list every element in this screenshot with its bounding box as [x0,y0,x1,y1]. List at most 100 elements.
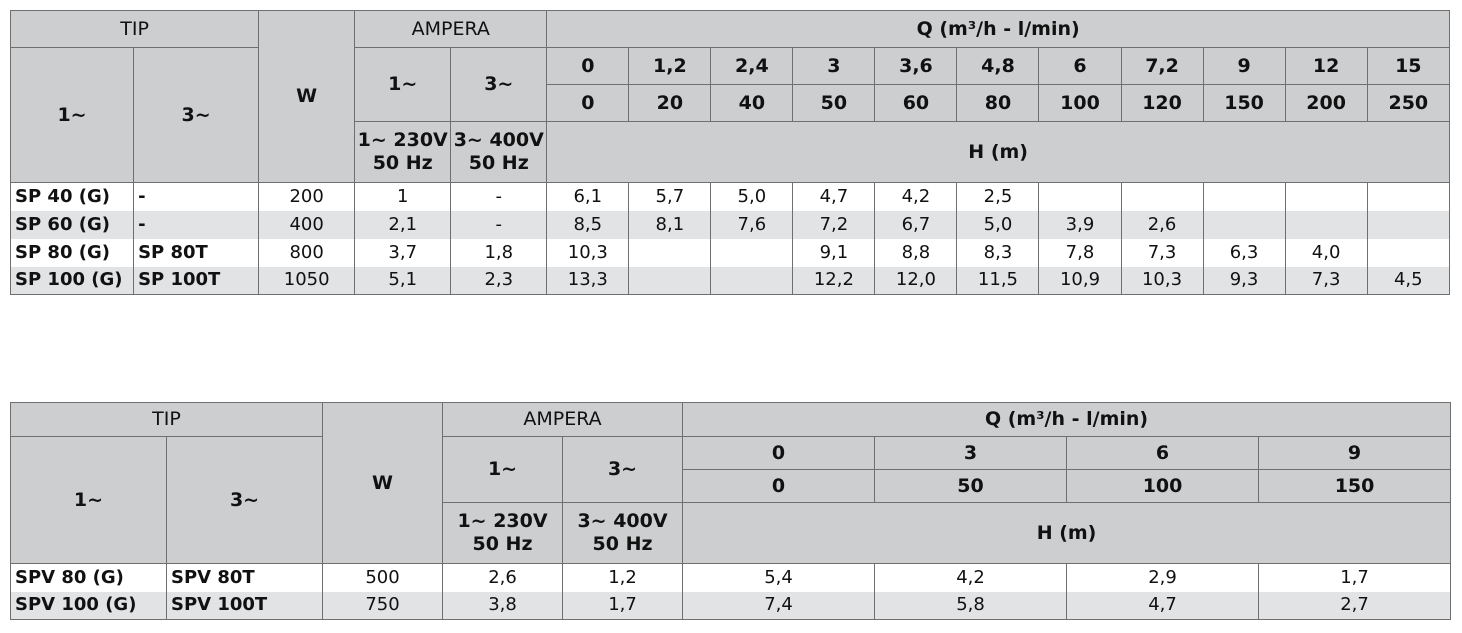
header-cell: H (m) [682,502,1452,564]
pump-table: TIP W AMPERA Q (m³/h - l/min) 1~ 3~ 1~ 3~ 0 1,2 2,… [9,10,1451,295]
value-cell: - [450,182,548,211]
header-row: 0 20 40 50 60 80 100 120 150 200 250 [11,84,1451,122]
flow-lmin: 50 [874,469,1068,503]
header-cell: 1~ 230V 50 Hz [442,502,564,564]
flow-m3h: 15 [1366,47,1451,85]
value-cell: 8,8 [874,238,958,267]
header-cell: 1~ [442,436,564,503]
header-cell: 3~ [165,436,324,564]
model-cell: SPV 80T [165,563,324,592]
value-cell [1202,210,1286,239]
value-cell: 4,7 [792,182,876,211]
flow-m3h: 4,8 [956,47,1040,85]
value-cell: 2,6 [442,563,564,592]
header-cell: 3~ [133,47,260,183]
value-cell: 10,9 [1038,266,1122,295]
header-cell: 3~ 400V 50 Hz [562,502,684,564]
header-row: TIP W AMPERA Q (m³/h - l/min) [9,10,1450,183]
header-cell: Q (m³/h - l/min) [682,402,1452,437]
model-cell: - [133,182,260,211]
value-cell: 4,2 [874,563,1068,592]
header-cell: 1~ [10,436,167,564]
value-cell: 3,9 [1038,210,1122,239]
value-cell: 9,1 [792,238,876,267]
value-cell [1366,182,1451,211]
value-cell [1038,182,1122,211]
flow-m3h: 9 [1258,436,1452,470]
value-cell: 5,0 [710,182,794,211]
table-body: SPV 80 (G) SPV 80T 500 2,6 1,2 5,4 4,2 2,9 1,7 SP… [10,563,1452,620]
flow-lmin: 20 [628,84,712,122]
flow-m3h: 1,2 [628,47,712,85]
value-cell: 1,7 [562,591,684,620]
data-row: SPV 80 (G) SPV 80T 500 2,6 1,2 5,4 4,2 2,9 1,7 [10,563,1452,592]
flow-lmin: 0 [682,469,876,503]
value-cell: 5,4 [682,563,876,592]
header-row: 1~ 3~ 1~ 3~ 0 1,2 2,4 3 3,6 4,8 6 7,2 9 12 15 [9,47,1451,183]
flow-lmin: 40 [710,84,794,122]
value-cell: 6,3 [1202,238,1286,267]
value-cell [1284,210,1368,239]
value-cell: 2,6 [1120,210,1204,239]
flow-lmin: 100 [1038,84,1122,122]
value-cell: 6,7 [874,210,958,239]
value-cell: 4,0 [1284,238,1368,267]
value-cell: 9,3 [1202,266,1286,295]
model-cell: - [133,210,260,239]
flow-m3h: 9 [1202,47,1286,85]
flow-lmin: 60 [874,84,958,122]
value-cell: 2,3 [450,266,548,295]
table-header: TIP W AMPERA Q (m³/h - l/min) 1~ 3~ 1~ 3~ 0 1,2 2,… [9,10,1451,183]
value-cell: 7,3 [1284,266,1368,295]
flow-m3h: 0 [682,436,876,470]
value-cell: 5,7 [628,182,712,211]
value-cell: 400 [258,210,356,239]
flow-lmin: 150 [1258,469,1452,503]
value-cell: 10,3 [1120,266,1204,295]
table-body: SP 40 (G) -200 1-6,1 5,7 5,0 4,7 4,2 2,5 SP 60 (… [9,182,1451,295]
header-cell: Q (m³/h - l/min) [546,10,1450,48]
value-cell: 1050 [258,266,356,295]
value-cell: 12,2 [792,266,876,295]
value-cell [1284,182,1368,211]
model-cell: SP 40 (G) [9,182,135,211]
value-cell: 7,4 [682,591,876,620]
header-cell: AMPERA [442,402,684,437]
header-row: 1~ 230V 50 Hz 3~ 400V 50 Hz H (m) [11,502,1452,564]
value-cell: 1,2 [562,563,684,592]
header-cell: 1~ [9,47,135,183]
value-cell: 4,2 [874,182,958,211]
model-cell: SP 100 (G) [9,266,135,295]
value-cell: 3,7 [354,238,452,267]
model-cell: SP 60 (G) [9,210,135,239]
model-cell: SP 100T [133,266,260,295]
flow-lmin: 100 [1066,469,1260,503]
value-cell: 1,7 [1258,563,1452,592]
value-cell: 7,3 [1120,238,1204,267]
value-cell: 12,0 [874,266,958,295]
value-cell: 2,7 [1258,591,1452,620]
model-cell: SP 80 (G) [9,238,135,267]
value-cell [628,238,712,267]
header-cell: W [258,10,356,183]
model-cell: SPV 80 (G) [10,563,167,592]
flow-lmin: 150 [1202,84,1286,122]
flow-lmin: 0 [546,84,630,122]
value-cell [1120,182,1204,211]
value-cell: 4,5 [1366,266,1451,295]
header-row: TIP W AMPERA Q (m³/h - l/min) [9,402,1452,564]
value-cell: 7,2 [792,210,876,239]
value-cell: 8,1 [628,210,712,239]
header-cell: AMPERA [354,10,548,48]
header-row: 0 50 100 150 [11,469,1452,503]
data-row: SPV 100 (G) SPV 100T 750 3,8 1,7 7,4 5,8 4,7 2,7 [10,591,1452,620]
flow-m3h: 12 [1284,47,1368,85]
value-cell [1366,210,1451,239]
value-cell: 2,1 [354,210,452,239]
value-cell [710,266,794,295]
value-cell: - [450,210,548,239]
model-cell: SPV 100 (G) [10,591,167,620]
value-cell: 6,1 [546,182,630,211]
flow-m3h: 7,2 [1120,47,1204,85]
data-row: SP 60 (G) -400 2,1-8,5 8,1 7,6 7,2 6,7 5,0 3,9 2,… [9,210,1451,239]
